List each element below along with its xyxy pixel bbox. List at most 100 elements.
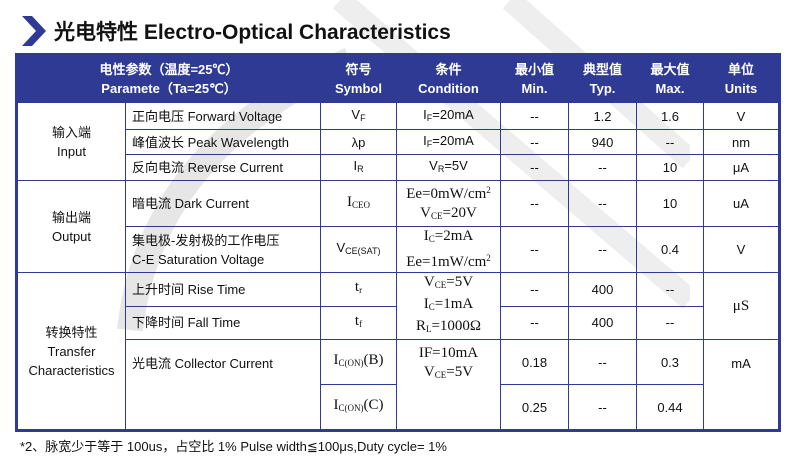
condition-cell: IF=20mA [396,102,501,130]
text-part: =1mA [434,296,474,312]
parameter-name: 暗电流 Dark Current [132,196,250,211]
unit-cell: V [703,226,780,273]
subscript: C [428,302,435,312]
subscript: CE(SAT) [345,246,381,256]
header-condition: 条件 Condition [396,54,501,103]
group-label-en: Input [57,143,86,159]
subscript: CE [431,211,443,221]
condition-line: VR=5V [397,156,500,179]
header-min-cn: 最小值 [514,62,554,77]
header-symbol-en: Symbol [335,81,382,96]
header-max-en: Max. [655,81,685,96]
text-part: I [423,132,427,148]
table-row: 输出端 Output 暗电流 Dark Current ICEO Ee=0mW/cm2 V… [16,180,780,273]
header-parameter: 电性参数（温度=25℃） Paramete（Ta=25℃） [16,54,321,103]
typ-cell: 400 [568,305,637,340]
header-symbol: 符号 Symbol [320,54,397,103]
table-row: 峰值波长 Peak Wavelength λp IF=20mA -- 940 -- nm [17,129,780,155]
unit-cell: μS [703,272,780,340]
parameter-cell: 上升时间 Rise Time [125,272,321,307]
parameter-name: 正向电压 Forward Voltage [132,108,283,124]
min-cell: -- [500,226,569,273]
characteristics-table: 电性参数（温度=25℃） Paramete（Ta=25℃） 符号 Symbol 条件… [15,53,781,432]
text-part: =5V [446,364,474,380]
max-cell: 0.4 [636,226,704,273]
table-row: 集电极-发射极的工作电压 C-E Saturation Voltage VCE(SA… [17,226,780,273]
text-part: =5V [446,274,474,290]
group-cell: 转换特性 Transfer Characteristics [16,272,126,431]
subscript: F [360,112,366,123]
condition-line: IF=10mA [397,344,500,363]
min-cell: -- [500,272,569,307]
condition-line: IC=2mA [397,227,500,249]
symbol-cell: VF [320,102,397,130]
superscript: 2 [486,185,491,195]
text-part: V [351,106,361,122]
table-row: 转换特性 Transfer Characteristics 上升时间 Rise Tim… [16,272,780,431]
parameter-name: 下降时间 Fall Time [132,315,241,331]
unit-cell: uA [703,180,780,227]
subscript: f [359,318,363,329]
text-part: t [354,312,360,329]
group-label-en: Transfer [47,343,96,359]
condition-line: Ee=0mW/cm2 [397,181,500,204]
text-part: IF=10mA [418,345,479,361]
header-units: 单位 Units [703,54,780,103]
condition-cell: Ee=0mW/cm2 VCE=20V [396,180,501,227]
condition-cell: VR=5V [396,154,501,181]
parameter-cell: 峰值波长 Peak Wavelength [125,129,321,155]
min-cell: 0.18 [500,339,569,385]
header-parameter-cn: 电性参数（温度=25℃） [99,62,239,77]
subscript: R [357,164,364,174]
typ-cell: -- [568,339,637,385]
text-part: I [333,352,339,368]
text-part: =1000Ω [431,318,482,334]
symbol-cell: tr [320,272,397,307]
text-part: Ee=0mW/cm [406,186,487,202]
text-part: Ee=1mW/cm [406,254,487,270]
parameter-cell: 光电流 Collector Current [125,339,321,431]
text-part: (C) [363,397,384,413]
text-part: I [423,228,429,244]
text-part: I [423,106,427,122]
group-cell: 输出端 Output [16,180,126,273]
group-label-cn: 输出端 [51,209,91,225]
symbol-cell: IC(ON)(C) [320,384,397,431]
subscript: C [428,234,435,244]
subscript: F [426,112,433,123]
subscript: CE [434,370,447,380]
header-max-cn: 最大值 [650,62,690,77]
text-part: t [354,279,360,296]
condition-cell: IF=20mA [396,129,501,155]
typ-cell: 940 [568,129,637,155]
parameter-name-en: C-E Saturation Voltage [132,251,265,267]
condition-line: VCE=20V [397,204,500,226]
symbol-cell: VCE(SAT) [320,226,397,273]
header-min: 最小值 Min. [500,54,569,103]
header-units-en: Units [724,81,758,96]
header-condition-en: Condition [418,81,479,96]
parameter-name: 反向电流 Reverse Current [132,160,283,175]
subscript: r [359,285,363,296]
table-row: 光电流 Collector Current IC(ON)(B) IF=10mA VCE… [17,339,780,431]
condition-line: VCE=5V [397,363,500,385]
text-part: λp [351,134,366,150]
typ-cell: 400 [568,272,637,307]
max-cell: -- [636,129,704,155]
header-typ: 典型值 Typ. [568,54,637,103]
max-cell: -- [636,305,704,340]
text-part: =20mA [432,106,474,122]
text-part: V [423,364,435,380]
header-parameter-en: Paramete（Ta=25℃） [101,81,237,96]
typ-cell: 1.2 [568,102,637,130]
text-part: I [423,296,429,312]
text-part: =2mA [434,228,474,244]
symbol-cell: IR [320,154,397,181]
condition-line: RL=1000Ω [397,317,500,339]
typ-cell: -- [568,154,637,181]
text-part: R [415,318,426,334]
min-cell: -- [500,305,569,340]
subscript: CEO [352,199,370,210]
max-cell: 10 [636,180,704,227]
min-cell: 0.25 [500,384,569,431]
